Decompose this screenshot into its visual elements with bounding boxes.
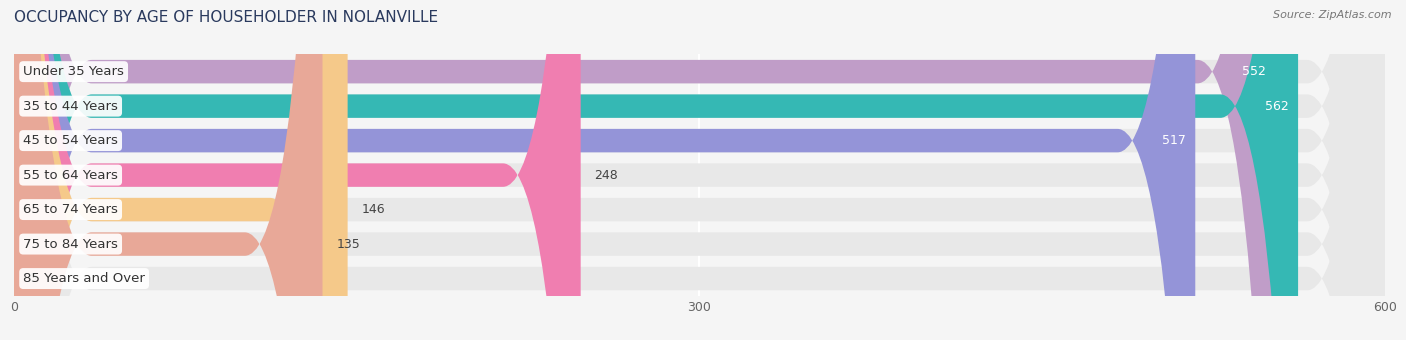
- Text: 146: 146: [361, 203, 385, 216]
- Text: 248: 248: [595, 169, 619, 182]
- Text: 517: 517: [1163, 134, 1187, 147]
- FancyBboxPatch shape: [14, 0, 1385, 340]
- FancyBboxPatch shape: [14, 0, 322, 340]
- Text: Under 35 Years: Under 35 Years: [22, 65, 124, 78]
- FancyBboxPatch shape: [14, 0, 1385, 340]
- FancyBboxPatch shape: [14, 0, 581, 340]
- FancyBboxPatch shape: [14, 0, 1385, 340]
- Text: 562: 562: [1265, 100, 1289, 113]
- FancyBboxPatch shape: [14, 0, 1298, 340]
- Text: 35 to 44 Years: 35 to 44 Years: [22, 100, 118, 113]
- Text: 75 to 84 Years: 75 to 84 Years: [22, 238, 118, 251]
- FancyBboxPatch shape: [14, 0, 1385, 340]
- Text: 0: 0: [28, 272, 35, 285]
- Text: 85 Years and Over: 85 Years and Over: [22, 272, 145, 285]
- FancyBboxPatch shape: [14, 0, 347, 340]
- FancyBboxPatch shape: [14, 0, 1385, 340]
- FancyBboxPatch shape: [14, 0, 1195, 340]
- FancyBboxPatch shape: [14, 0, 1385, 340]
- Text: 55 to 64 Years: 55 to 64 Years: [22, 169, 118, 182]
- Text: Source: ZipAtlas.com: Source: ZipAtlas.com: [1274, 10, 1392, 20]
- FancyBboxPatch shape: [14, 0, 1275, 340]
- Text: OCCUPANCY BY AGE OF HOUSEHOLDER IN NOLANVILLE: OCCUPANCY BY AGE OF HOUSEHOLDER IN NOLAN…: [14, 10, 439, 25]
- Text: 552: 552: [1243, 65, 1267, 78]
- Text: 65 to 74 Years: 65 to 74 Years: [22, 203, 118, 216]
- FancyBboxPatch shape: [14, 0, 1385, 340]
- Text: 45 to 54 Years: 45 to 54 Years: [22, 134, 118, 147]
- Text: 135: 135: [336, 238, 360, 251]
